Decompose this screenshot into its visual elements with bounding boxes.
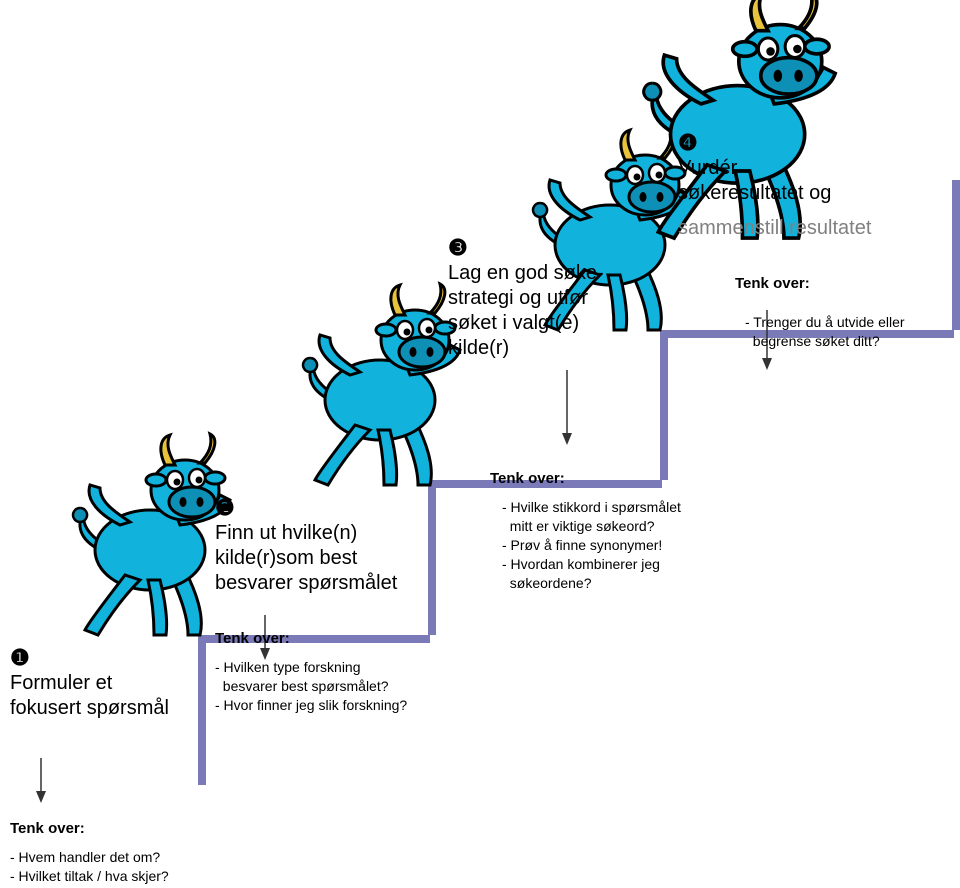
think-2: Tenk over:: [215, 630, 290, 647]
notes-1: - Hvem handler det om?- Hvilket tiltak /…: [10, 848, 169, 888]
step-3-block: ❸Lag en god søke-strategi og utførsøket …: [448, 235, 604, 361]
step-title: Vurdérsøkeresultatet og: [678, 156, 871, 206]
step-number: ❸: [448, 235, 604, 261]
notes-text: - Hvem handler det om?- Hvilket tiltak /…: [10, 848, 169, 888]
stair-riser: [198, 635, 206, 785]
step-number: ❹: [678, 130, 871, 156]
step-4-block: ❹Vurdérsøkeresultatet og sammenstill resu…: [678, 130, 871, 241]
step-number: ❶: [10, 645, 169, 671]
step-number: ❷: [215, 495, 397, 521]
step-2-block: ❷Finn ut hvilke(n)kilde(r)som bestbesvar…: [215, 495, 397, 596]
think-1: Tenk over:: [10, 820, 85, 837]
notes-4: - Trenger du å utvide eller begrense søk…: [745, 313, 905, 351]
notes-3: - Hvilke stikkord i spørsmålet mitt er v…: [502, 498, 681, 592]
step-title: Finn ut hvilke(n)kilde(r)som bestbesvare…: [215, 521, 397, 596]
notes-text: - Trenger du å utvide eller begrense søk…: [745, 313, 905, 351]
think-label: Tenk over:: [215, 630, 290, 647]
step-1-block: ❶Formuler etfokusert spørsmål: [10, 645, 169, 721]
notes-2: - Hvilken type forskning besvarer best s…: [215, 658, 407, 715]
think-label: Tenk over:: [735, 275, 810, 292]
step-title: Formuler etfokusert spørsmål: [10, 671, 169, 721]
think-3: Tenk over:: [490, 470, 565, 487]
stair-riser: [952, 180, 960, 330]
think-label: Tenk over:: [490, 470, 565, 487]
step-subtitle: sammenstill resultatet: [678, 216, 871, 241]
notes-text: - Hvilken type forskning besvarer best s…: [215, 658, 407, 715]
down-arrow-icon: [560, 370, 574, 445]
stair-riser: [428, 480, 436, 635]
think-4: Tenk over:: [735, 275, 810, 292]
stair-riser: [660, 330, 668, 480]
step-title: Lag en god søke-strategi og utførsøket i…: [448, 261, 604, 361]
down-arrow-icon: [34, 758, 48, 803]
cow-icon: [300, 280, 470, 490]
think-label: Tenk over:: [10, 820, 85, 837]
notes-text: - Hvilke stikkord i spørsmålet mitt er v…: [502, 498, 681, 592]
